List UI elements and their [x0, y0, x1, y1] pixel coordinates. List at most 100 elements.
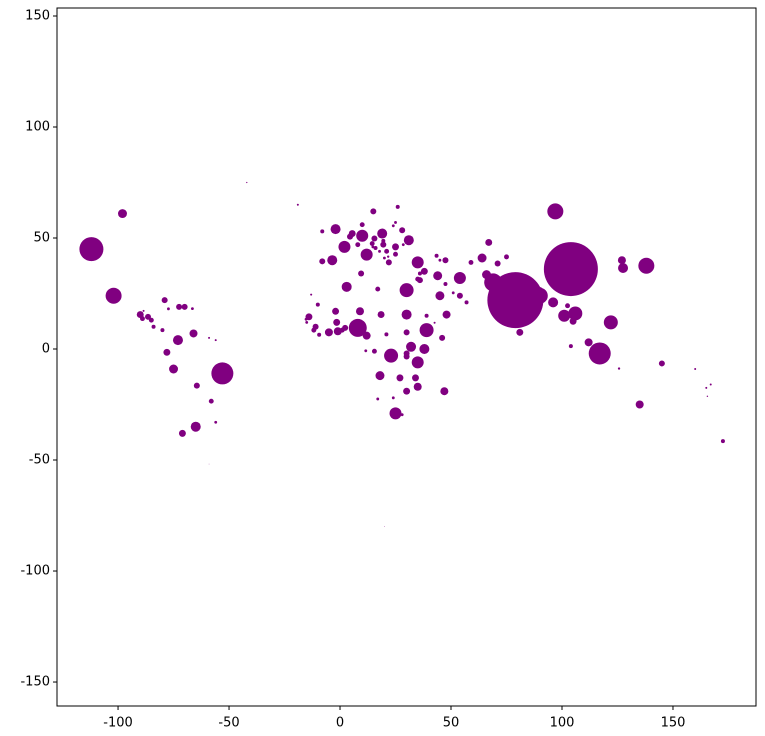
bubble	[440, 387, 449, 396]
x-tick-label: 0	[336, 716, 344, 731]
bubble	[387, 255, 390, 258]
bubble	[516, 328, 524, 336]
bubble	[566, 243, 571, 248]
bubble	[658, 360, 665, 367]
plot-frame	[56, 7, 757, 707]
bubble	[485, 238, 493, 246]
bubble	[380, 241, 387, 248]
bubble	[317, 332, 322, 337]
bubble	[378, 249, 381, 253]
bubble	[105, 287, 122, 304]
bubble	[375, 371, 385, 381]
bubble	[588, 342, 611, 365]
bubble	[214, 420, 218, 424]
bubble	[399, 283, 414, 298]
bubble	[371, 348, 377, 354]
bubble	[167, 307, 170, 311]
bubble	[333, 318, 341, 326]
bubble	[385, 259, 392, 266]
bubble	[381, 238, 386, 243]
bubble	[193, 382, 200, 389]
bubble	[391, 396, 395, 400]
bubble	[403, 235, 414, 246]
bubble	[433, 321, 436, 324]
bubble	[384, 348, 399, 363]
bubble	[371, 235, 378, 242]
bubble	[305, 320, 309, 324]
bubble	[419, 323, 434, 338]
bubble	[364, 349, 368, 353]
bubble	[375, 286, 381, 292]
bubble	[79, 237, 104, 262]
bubble	[311, 327, 317, 333]
bubble	[246, 181, 248, 184]
bubble	[315, 302, 320, 307]
y-tick-label: -100	[20, 564, 50, 579]
x-tick-label: 150	[661, 716, 686, 731]
bubble	[377, 228, 388, 239]
bubble	[142, 309, 145, 312]
bubble	[211, 362, 234, 385]
bubble	[539, 287, 542, 290]
bubble	[464, 300, 469, 305]
bubble	[393, 251, 398, 257]
y-tick-label: -150	[20, 675, 50, 690]
bubble	[145, 313, 152, 320]
bubble	[324, 328, 333, 337]
bubble	[547, 203, 564, 220]
bubble	[296, 203, 299, 206]
bubble	[118, 209, 127, 219]
bubble	[384, 248, 390, 254]
bubble	[359, 222, 365, 228]
x-tick-label: 50	[443, 716, 460, 731]
bubble	[568, 306, 583, 321]
bubble	[569, 317, 577, 325]
bubble	[548, 297, 559, 308]
bubble	[477, 253, 487, 263]
bubble	[705, 386, 708, 389]
bubble	[389, 407, 402, 420]
bubble	[355, 242, 361, 248]
bubble	[412, 374, 419, 382]
bubble	[433, 271, 443, 281]
bubble	[565, 303, 570, 309]
bubble	[370, 208, 377, 215]
bubble	[384, 332, 389, 337]
bubble	[310, 293, 313, 296]
bubble	[417, 271, 422, 276]
bubble	[709, 383, 712, 386]
bubble	[360, 248, 373, 261]
bubble	[339, 327, 345, 333]
y-tick-label: 50	[33, 231, 50, 246]
bubble	[413, 382, 422, 391]
bubble	[163, 348, 171, 356]
y-tick-label: -50	[29, 453, 50, 468]
bubble	[617, 256, 626, 265]
bubble	[442, 310, 451, 319]
bubble	[338, 240, 351, 253]
bubble	[172, 335, 183, 346]
bubble	[391, 224, 395, 228]
y-tick-label: 150	[25, 8, 50, 23]
bubble	[543, 242, 598, 297]
bubble	[494, 260, 501, 267]
bubble	[415, 276, 421, 282]
bubble	[618, 262, 629, 273]
bubble	[456, 292, 463, 299]
bubble	[208, 463, 210, 465]
bubble	[411, 356, 424, 369]
bubble	[531, 287, 548, 304]
bubble	[411, 256, 424, 269]
bubble	[376, 397, 380, 401]
bubble	[523, 283, 530, 291]
bubble	[443, 281, 448, 286]
bubble	[382, 256, 386, 260]
bubble	[176, 303, 183, 310]
bubble	[558, 309, 571, 322]
bubble	[355, 307, 364, 316]
bubble	[392, 243, 399, 251]
bubble	[332, 307, 340, 315]
x-tick-label: -50	[218, 716, 239, 731]
x-tick-label: 100	[550, 716, 575, 731]
